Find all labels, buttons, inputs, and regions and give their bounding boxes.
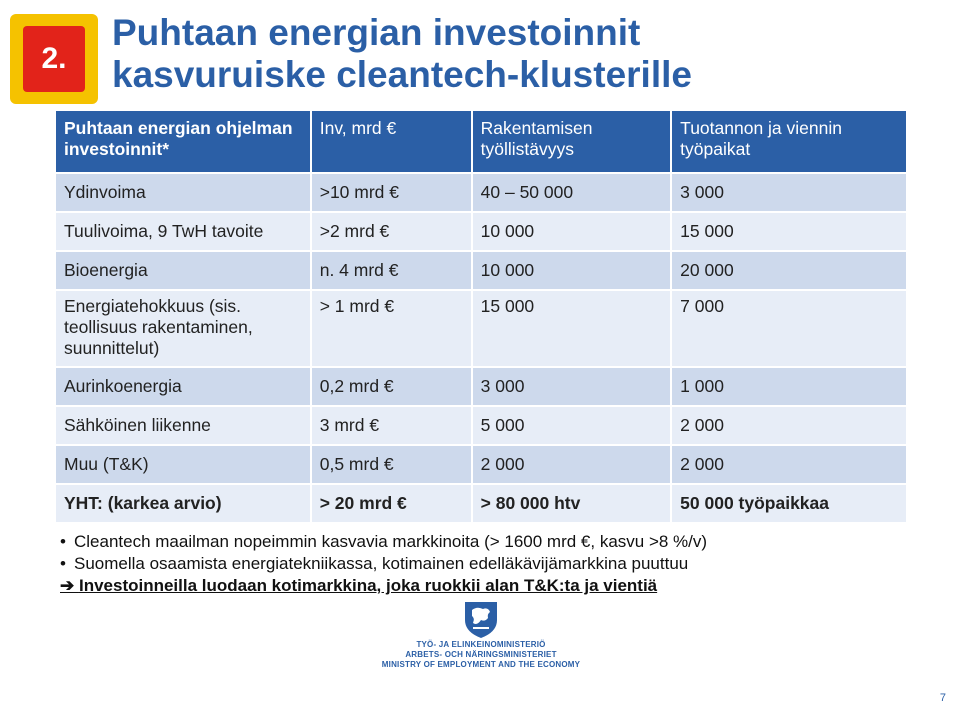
table-row: Energiatehokkuus (sis. teollisuus rakent… <box>56 291 908 368</box>
table-row: Aurinkoenergia 0,2 mrd € 3 000 1 000 <box>56 368 908 407</box>
table-header-cell: Tuotannon ja viennin työpaikat <box>672 111 908 174</box>
table-header-cell: Rakentamisen työllistävyys <box>472 111 673 174</box>
table-row: Tuulivoima, 9 TwH tavoite >2 mrd € 10 00… <box>56 213 908 252</box>
table-row: Bioenergia n. 4 mrd € 10 000 20 000 <box>56 252 908 291</box>
table-cell: >2 mrd € <box>311 213 473 252</box>
table-cell: 0,5 mrd € <box>311 446 473 485</box>
slide-title-line2: kasvuruiske cleantech-klusterille <box>112 54 692 95</box>
bullet-item: • Suomella osaamista energiatekniikassa, … <box>60 554 689 573</box>
section-number: 2. <box>23 26 85 92</box>
table-row: Sähköinen liikenne 3 mrd € 5 000 2 000 <box>56 407 908 446</box>
table-row: Ydinvoima >10 mrd € 40 – 50 000 3 000 <box>56 174 908 213</box>
table-cell: 2 000 <box>672 407 908 446</box>
table-cell: 3 mrd € <box>311 407 473 446</box>
table-cell: Energiatehokkuus (sis. teollisuus rakent… <box>56 291 312 368</box>
table-cell: Bioenergia <box>56 252 312 291</box>
bullet-dot-icon: • <box>60 554 66 573</box>
bullet-dot-icon: • <box>60 532 66 551</box>
table-header-cell: Puhtaan energian ohjelman investoinnit* <box>56 111 312 174</box>
table-cell: 3 000 <box>472 368 673 407</box>
logo-line-sv: ARBETS- OCH NÄRINGSMINISTERIET <box>405 650 557 659</box>
table-cell: 1 000 <box>672 368 908 407</box>
total-label: YHT: (karkea arvio) <box>64 493 222 513</box>
table-cell: 5 000 <box>472 407 673 446</box>
investment-table: Puhtaan energian ohjelman investoinnit* … <box>56 111 908 524</box>
table-cell: Ydinvoima <box>56 174 312 213</box>
table-cell: Muu (T&K) <box>56 446 312 485</box>
table-cell: 50 000 työpaikkaa <box>672 485 908 524</box>
ministry-logo: TYÖ- JA ELINKEINOMINISTERIÖ ARBETS- OCH … <box>376 598 586 688</box>
table-cell: 15 000 <box>472 291 673 368</box>
table-cell: 2 000 <box>672 446 908 485</box>
table-cell: 40 – 50 000 <box>472 174 673 213</box>
bullet-item: • Cleantech maailman nopeimmin kasvavia m… <box>60 532 708 551</box>
bullet-list: • Cleantech maailman nopeimmin kasvavia m… <box>60 531 950 597</box>
logo-line-fi: TYÖ- JA ELINKEINOMINISTERIÖ <box>416 640 546 649</box>
table-header-cell: Inv, mrd € <box>311 111 473 174</box>
table-cell: YHT: (karkea arvio) <box>56 485 312 524</box>
table-cell: 20 000 <box>672 252 908 291</box>
table-cell: n. 4 mrd € <box>311 252 473 291</box>
table-cell: Tuulivoima, 9 TwH tavoite <box>56 213 312 252</box>
lion-crest-icon <box>465 602 497 638</box>
table-cell: 0,2 mrd € <box>311 368 473 407</box>
table-cell: Aurinkoenergia <box>56 368 312 407</box>
table-header-row: Puhtaan energian ohjelman investoinnit* … <box>56 111 908 174</box>
table-cell: > 80 000 htv <box>472 485 673 524</box>
table-cell: 2 000 <box>472 446 673 485</box>
table-cell: > 20 mrd € <box>311 485 473 524</box>
conclusion-line: ➔ Investoinneilla luodaan kotimarkkina, … <box>60 576 658 595</box>
table-cell: >10 mrd € <box>311 174 473 213</box>
table-cell: 10 000 <box>472 252 673 291</box>
logo-line-en: MINISTRY OF EMPLOYMENT AND THE ECONOMY <box>381 660 581 669</box>
table-cell: 15 000 <box>672 213 908 252</box>
table-total-row: YHT: (karkea arvio) > 20 mrd € > 80 000 … <box>56 485 908 524</box>
table-cell: 7 000 <box>672 291 908 368</box>
table-cell: Sähköinen liikenne <box>56 407 312 446</box>
table-cell: > 1 mrd € <box>311 291 473 368</box>
page-number: 7 <box>939 692 946 704</box>
arrow-right-icon: ➔ <box>60 576 79 595</box>
section-badge: 2. <box>10 14 98 104</box>
table-cell: 3 000 <box>672 174 908 213</box>
slide-title: Puhtaan energian investoinnit kasvuruisk… <box>112 12 952 96</box>
table-cell: 10 000 <box>472 213 673 252</box>
table-row: Muu (T&K) 0,5 mrd € 2 000 2 000 <box>56 446 908 485</box>
slide-title-line1: Puhtaan energian investoinnit <box>112 12 641 53</box>
